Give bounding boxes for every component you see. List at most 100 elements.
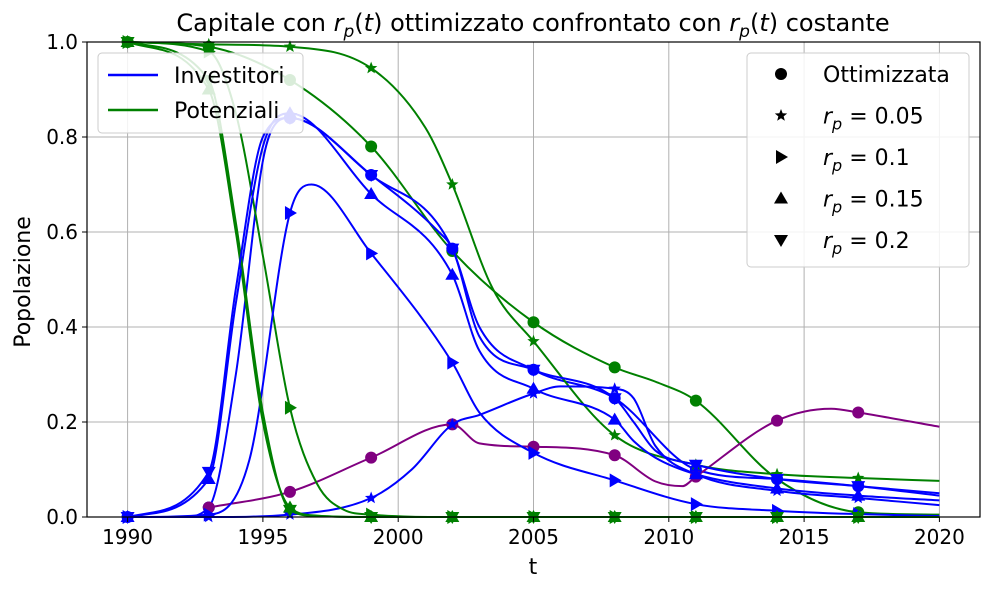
data-point [688, 512, 703, 524]
legend-label-part: p [831, 198, 842, 217]
title-part: ( [750, 9, 759, 37]
legend-marker-symbol [774, 109, 788, 121]
data-point [526, 381, 541, 394]
data-point [771, 414, 784, 427]
legend-label-part: r [823, 188, 834, 213]
data-point [445, 243, 460, 256]
legend-marker-symbol [775, 68, 787, 80]
data-point [364, 491, 378, 504]
x-axis-label: t [529, 555, 538, 580]
data-point [445, 267, 460, 280]
title-part: ) ottimizzato confrontato con [373, 9, 729, 37]
data-point [364, 170, 379, 182]
data-point [284, 206, 297, 220]
data-point [607, 393, 622, 406]
legend-color: Investitori Potenziali [97, 52, 304, 134]
x-tick-label-3: 2005 [508, 525, 559, 549]
legend-label-part: r [823, 146, 834, 171]
x-tick-label-4: 2010 [643, 525, 694, 549]
legend-color-label: Potenziali [174, 99, 279, 124]
data-point [688, 467, 703, 480]
series-line [127, 112, 940, 518]
y-axis-label: Popolazione [11, 216, 36, 348]
data-point [527, 316, 540, 329]
legend-label-part: = 0.05 [842, 105, 923, 130]
title-part: p [738, 22, 750, 42]
legend-marker-label: Ottimizzata [823, 63, 950, 88]
data-point [366, 246, 379, 261]
data-point [607, 412, 622, 425]
chart-title: Capitale con rp(t) ottimizzato confronta… [176, 9, 889, 42]
data-point [770, 512, 785, 524]
legend-label-part: r [823, 229, 834, 254]
legend-label-part: p [831, 156, 842, 175]
series-line [127, 117, 940, 518]
title-part: Capitale con [176, 9, 333, 37]
title-part: t [364, 9, 375, 37]
title-part: p [343, 22, 355, 42]
legend-marker-symbol [776, 150, 788, 164]
data-point [201, 466, 216, 479]
data-point [283, 40, 297, 53]
data-point [770, 467, 784, 480]
data-point [445, 512, 460, 524]
data-point [608, 361, 621, 374]
y-tick-label-2: 0.4 [46, 315, 78, 339]
legend-marker-box [746, 52, 970, 268]
data-point [446, 178, 459, 190]
data-point [852, 406, 865, 419]
data-point [283, 485, 296, 498]
series-10-investitori-triangle-down [120, 113, 940, 524]
series-line [127, 385, 940, 519]
x-tick-label-5: 2015 [779, 525, 830, 549]
data-point [851, 488, 866, 501]
legend-color-box [97, 52, 304, 134]
x-tick-label-6: 2020 [914, 525, 965, 549]
series-line [127, 117, 940, 518]
data-point [690, 497, 703, 512]
data-point [770, 481, 785, 494]
data-point [284, 400, 297, 415]
data-point [526, 364, 541, 377]
series-line [127, 183, 940, 518]
data-point [688, 459, 703, 472]
data-point [689, 394, 702, 407]
data-point [527, 334, 540, 347]
legend-label-part: p [831, 115, 842, 134]
data-point [851, 512, 866, 524]
title-part: ) costante [769, 9, 890, 37]
legend-marker-label: rp = 0.15 [823, 188, 924, 217]
x-tick-label-0: 1990 [102, 525, 153, 549]
axis-ticks: 1990 1995 2000 2005 2010 2015 2020 0.0 0.2 0.4 0.6… [46, 30, 965, 549]
y-tick-label-5: 1.0 [46, 30, 78, 54]
data-point [365, 140, 378, 153]
legend-color-label: Investitori [174, 64, 284, 89]
y-tick-label-0: 0.0 [46, 505, 78, 529]
data-point [608, 449, 621, 462]
x-tick-label-2: 2000 [373, 525, 424, 549]
title-part: r [729, 9, 741, 37]
data-point [282, 504, 297, 517]
data-point [770, 474, 785, 486]
legend-label-part: = 0.2 [842, 229, 909, 254]
data-point [364, 512, 379, 524]
data-point [852, 471, 865, 484]
data-point [447, 355, 460, 370]
data-point [365, 451, 378, 464]
title-part: ( [354, 9, 363, 37]
data-point [446, 417, 459, 430]
legend-marker-symbol [774, 191, 788, 204]
legend-label-part: = 0.15 [842, 188, 923, 213]
data-point [528, 445, 541, 460]
legend-marker-symbol [774, 235, 788, 247]
data-point [203, 507, 216, 522]
data-point [364, 187, 379, 199]
data-point [607, 512, 622, 524]
data-point [609, 473, 622, 488]
data-point [120, 37, 135, 49]
title-part: r [334, 9, 346, 37]
legend-marker-label: rp = 0.2 [823, 229, 910, 258]
